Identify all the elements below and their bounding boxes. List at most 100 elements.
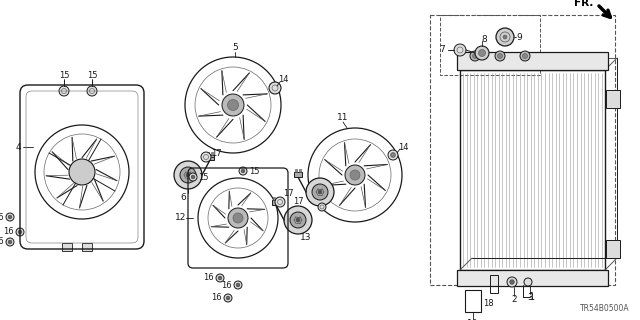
Bar (465, 290, 481, 312)
Circle shape (59, 86, 69, 96)
Circle shape (350, 170, 360, 180)
Text: 7: 7 (439, 45, 445, 54)
Bar (430, 15, 615, 285)
Bar (457, 52, 608, 70)
Circle shape (234, 281, 242, 289)
Text: 10: 10 (467, 318, 479, 320)
Circle shape (388, 150, 398, 160)
Bar (606, 90, 620, 108)
Circle shape (69, 159, 95, 185)
Circle shape (454, 44, 466, 56)
Bar (295, 169, 297, 172)
Bar (606, 240, 620, 258)
Text: 16: 16 (211, 293, 221, 302)
Text: 1: 1 (529, 292, 536, 302)
Circle shape (224, 294, 232, 302)
Text: 14: 14 (397, 142, 408, 151)
Bar (457, 270, 608, 286)
Circle shape (236, 283, 240, 287)
Text: 5: 5 (232, 43, 238, 52)
Circle shape (496, 28, 514, 46)
Text: 3: 3 (527, 293, 533, 302)
Text: 17: 17 (292, 197, 303, 206)
Bar (82, 243, 92, 251)
Circle shape (191, 175, 195, 179)
Bar (460, 70, 605, 270)
Bar (207, 152, 209, 155)
Circle shape (503, 35, 507, 39)
Text: 11: 11 (337, 113, 349, 122)
Text: TR54B0500A: TR54B0500A (580, 304, 630, 313)
Circle shape (218, 276, 222, 280)
Circle shape (216, 274, 224, 282)
Circle shape (345, 165, 365, 185)
Circle shape (77, 166, 88, 178)
Circle shape (296, 218, 300, 222)
Bar (273, 197, 275, 200)
Circle shape (284, 206, 312, 234)
Circle shape (226, 296, 230, 300)
Text: 14: 14 (278, 76, 288, 84)
Circle shape (180, 167, 196, 183)
Text: 15: 15 (87, 70, 97, 79)
Circle shape (509, 280, 515, 284)
Circle shape (472, 53, 477, 59)
Circle shape (227, 100, 239, 110)
Circle shape (174, 161, 202, 189)
Text: 8: 8 (481, 35, 487, 44)
Circle shape (87, 86, 97, 96)
Circle shape (470, 51, 480, 61)
Circle shape (318, 190, 322, 194)
Bar (206, 155, 214, 160)
Circle shape (520, 51, 530, 61)
Text: 4: 4 (15, 142, 21, 151)
Circle shape (275, 197, 285, 207)
Circle shape (6, 213, 14, 221)
Bar (62, 243, 72, 251)
Circle shape (16, 228, 24, 236)
Circle shape (71, 161, 93, 183)
Circle shape (479, 50, 486, 57)
Text: 6: 6 (180, 193, 186, 202)
Circle shape (522, 53, 527, 59)
Circle shape (524, 278, 532, 286)
Text: 16: 16 (0, 212, 3, 221)
Circle shape (475, 46, 489, 60)
Text: FR.: FR. (573, 0, 593, 8)
Circle shape (189, 173, 197, 181)
Text: 17: 17 (283, 189, 293, 198)
Bar (277, 197, 279, 200)
Circle shape (290, 212, 306, 228)
Text: 16: 16 (0, 237, 3, 246)
Circle shape (239, 167, 247, 175)
Circle shape (495, 51, 505, 61)
Circle shape (507, 277, 517, 287)
Circle shape (312, 184, 328, 200)
Text: 16: 16 (203, 274, 213, 283)
Circle shape (497, 53, 502, 59)
Bar (440, 15, 540, 75)
Text: 18: 18 (483, 299, 493, 308)
Circle shape (306, 178, 334, 206)
Text: 17: 17 (211, 148, 221, 157)
Circle shape (201, 152, 211, 162)
Text: 15: 15 (198, 172, 208, 181)
Text: 16: 16 (3, 228, 13, 236)
Circle shape (391, 153, 395, 157)
Circle shape (228, 208, 248, 228)
Circle shape (6, 238, 14, 246)
Bar (211, 152, 213, 155)
Circle shape (18, 230, 22, 234)
Circle shape (222, 94, 244, 116)
Circle shape (186, 173, 190, 177)
Text: 2: 2 (511, 295, 517, 305)
Bar (299, 169, 301, 172)
Circle shape (241, 169, 245, 173)
Text: 15: 15 (249, 166, 259, 175)
Text: 13: 13 (300, 234, 312, 243)
Circle shape (8, 215, 12, 219)
Circle shape (269, 82, 281, 94)
Text: 12: 12 (175, 213, 187, 222)
Text: 15: 15 (59, 70, 69, 79)
Text: 16: 16 (221, 281, 231, 290)
